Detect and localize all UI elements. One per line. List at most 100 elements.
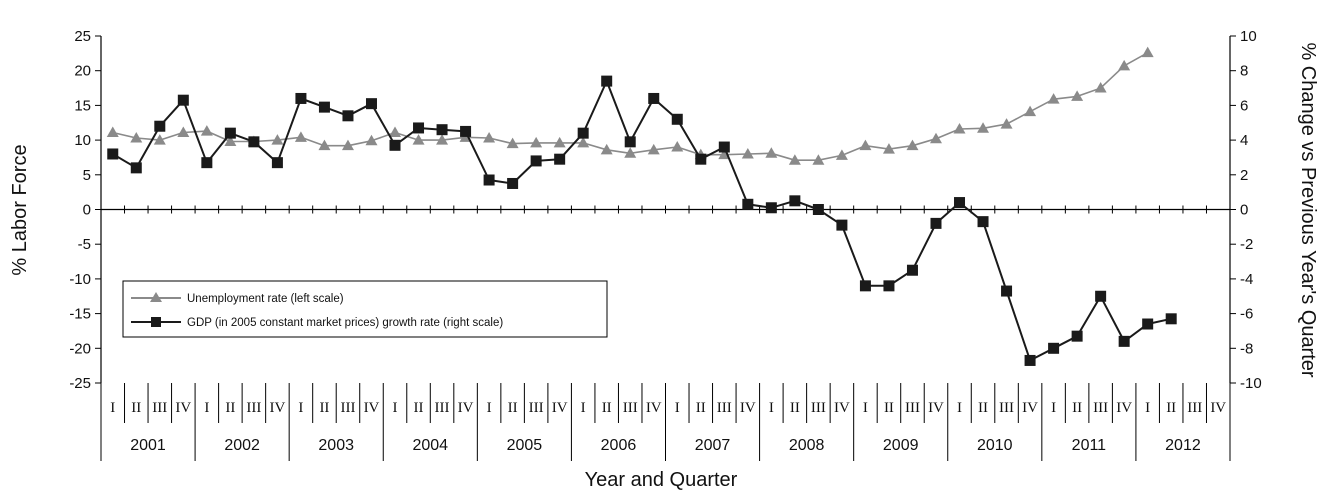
gdp-point [413,122,425,134]
unemployment-point [906,139,919,151]
gdp-point [859,280,871,292]
unemployment-point [765,147,778,158]
quarter-label: III [623,400,638,416]
right-tick-label: 8 [1240,63,1248,80]
quarter-label: IV [1210,400,1226,416]
right-tick-label: 0 [1240,202,1248,219]
unemployment-point [294,131,307,142]
gdp-point [295,92,307,104]
left-tick-label: -5 [78,236,91,253]
quarter-label: II [1166,400,1176,416]
quarter-label: III [999,400,1014,416]
unemployment-point [271,134,284,145]
quarter-label: III [340,400,355,416]
quarter-label: IV [552,400,568,416]
gdp-point [318,101,330,113]
quarter-label: II [696,400,706,416]
unemployment-point [224,135,237,146]
year-label: 2012 [1165,437,1201,454]
axes-layer [95,35,1236,461]
unemployment-point [741,147,754,159]
series-layer [106,46,1177,366]
gdp-point [107,148,119,160]
unemployment-point [200,125,213,136]
right-tick-label: -10 [1240,375,1262,392]
quarter-label: I [863,400,868,416]
right-tick-label: 10 [1240,28,1257,45]
unemployment-point [1000,118,1013,129]
gdp-point [507,177,519,189]
quarter-label: I [393,400,398,416]
unemployment-point [671,141,684,152]
unemployment-point [365,134,378,146]
year-label: 2007 [695,437,731,454]
gdp-point [718,141,730,153]
gdp-point [883,280,895,292]
year-label: 2010 [977,437,1013,454]
quarter-label: III [246,400,261,416]
left-tick-label: -20 [69,340,91,357]
right-tick-label: -2 [1240,236,1253,253]
gdp-point [1001,285,1013,297]
unemployment-point [506,137,519,149]
quarter-label: II [225,400,235,416]
quarter-label: I [487,400,492,416]
quarter-label: I [675,400,680,416]
quarter-label: IV [834,400,850,416]
quarter-label: I [581,400,586,416]
gdp-point [624,136,636,148]
quarter-label: II [790,400,800,416]
unemployment-point [859,139,872,151]
unemployment-point [1141,46,1154,58]
left-tick-label: -15 [69,306,91,323]
gdp-point [177,94,189,106]
unemployment-point [577,136,590,148]
quarter-label: II [1072,400,1082,416]
legend-box [122,280,608,338]
quarter-label: I [957,400,962,416]
year-label: 2001 [130,437,166,454]
gdp-point [365,98,377,110]
unemployment-point [530,136,543,148]
gdp-point [554,153,566,165]
gdp-point [1142,318,1154,330]
gdp-point [130,162,142,174]
gdp-point [906,264,918,276]
quarter-label: IV [458,400,474,416]
right-tick-label: -4 [1240,271,1253,288]
unemployment-point [624,147,637,158]
right-tick-label: 6 [1240,97,1248,114]
quarter-label: II [319,400,329,416]
labels-layer: 2520151050-5-10-15-20-251086420-2-4-6-8-… [69,28,1261,454]
gdp-point [671,113,683,125]
quarter-label: I [1051,400,1056,416]
unemployment-point [1071,90,1084,101]
legend-marker-gdp [151,317,161,327]
gdp-point [954,197,966,209]
unemployment-point [389,126,402,137]
unemployment-point [977,122,990,133]
quarter-label: I [1145,400,1150,416]
quarter-label: III [905,400,920,416]
quarter-label: IV [269,400,285,416]
quarter-label: I [110,400,115,416]
left-tick-label: 20 [74,63,91,80]
gdp-point [789,195,801,207]
gdp-point [436,124,448,136]
gdp-point [577,127,589,139]
gdp-point [1165,313,1177,325]
legend-label-gdp: GDP (in 2005 constant market prices) gro… [187,317,503,329]
gdp-point [460,125,472,137]
gdp-point [601,75,613,87]
left-tick-label: 0 [83,202,91,219]
quarter-label: IV [364,400,380,416]
gdp-point [765,202,777,214]
gdp-point [389,139,401,151]
legend-label-unemployment: Unemployment rate (left scale) [187,293,344,305]
gdp-point [648,92,660,104]
legend: Unemployment rate (left scale) GDP (in 2… [122,280,608,338]
quarter-label: IV [1116,400,1132,416]
quarter-label: IV [1022,400,1038,416]
year-label: 2006 [601,437,637,454]
